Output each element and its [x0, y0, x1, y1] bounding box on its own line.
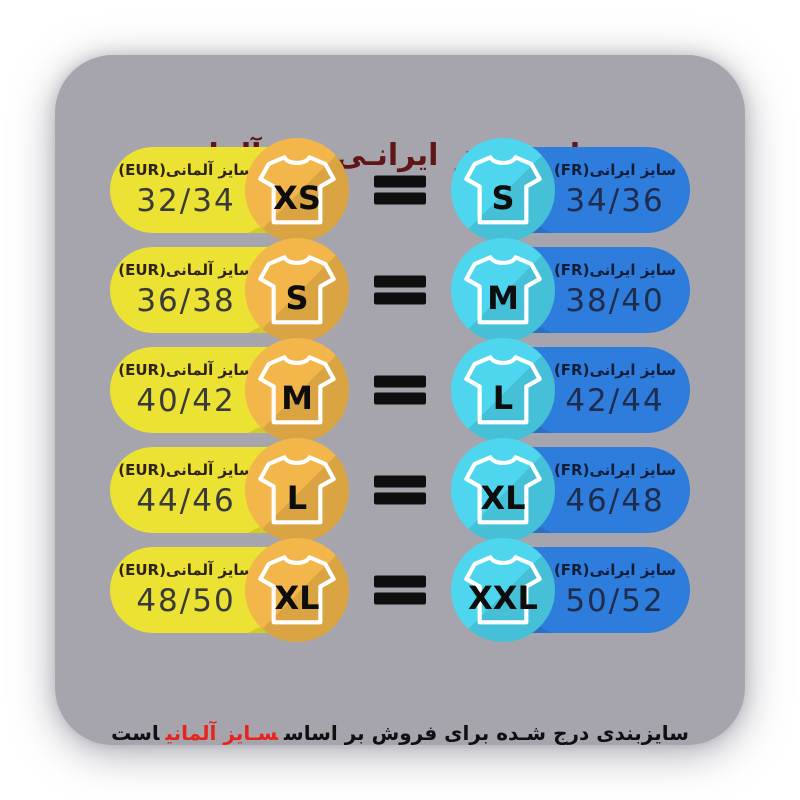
size-row: سایز آلمانی(EUR) 48/50 XL سایز ایرانی(FR…	[0, 538, 800, 642]
size-row: سایز آلمانی(EUR) 40/42 M سایز ایرانی(FR)…	[0, 338, 800, 442]
tshirt-icon	[258, 355, 336, 425]
german-size-text: سایز آلمانی(EUR) 36/38	[116, 247, 256, 333]
tshirt-icon	[258, 455, 336, 525]
tshirt-icon	[464, 255, 542, 325]
iranian-badge-letter: M	[487, 279, 519, 317]
iranian-size-value: 42/44	[565, 383, 665, 419]
iranian-size-label: سایز ایرانی(FR)	[553, 561, 677, 579]
german-badge-letter: L	[286, 479, 308, 517]
size-row: سایز آلمانی(EUR) 36/38 S سایز ایرانی(FR)…	[0, 238, 800, 342]
equals-bar	[374, 292, 426, 305]
footer-text-after: است	[111, 721, 160, 745]
equals-bar	[374, 592, 426, 605]
german-size-value: 48/50	[136, 583, 236, 619]
iranian-size-text: سایز ایرانی(FR) 38/40	[545, 247, 685, 333]
iranian-badge-letter: L	[492, 379, 514, 417]
iranian-badge-circle: XXL	[451, 538, 555, 642]
german-size-value: 36/38	[136, 283, 236, 319]
tshirt-icon	[464, 355, 542, 425]
equals-icon	[374, 371, 426, 410]
german-size-label: سایز آلمانی(EUR)	[118, 161, 254, 179]
iranian-size-value: 34/36	[565, 183, 665, 219]
equals-bar	[374, 492, 426, 505]
german-badge-circle: L	[245, 438, 349, 542]
iranian-size-label: سایز ایرانی(FR)	[553, 461, 677, 479]
equals-bar	[374, 192, 426, 205]
equals-bar	[374, 475, 426, 488]
german-size-label: سایز آلمانی(EUR)	[118, 461, 254, 479]
iranian-size-label: سایز ایرانی(FR)	[553, 361, 677, 379]
tshirt-icon	[464, 455, 542, 525]
size-row: سایز آلمانی(EUR) 32/34 XS سایز ایرانی(FR…	[0, 138, 800, 242]
iranian-size-text: سایز ایرانی(FR) 50/52	[545, 547, 685, 633]
german-badge-circle: XL	[245, 538, 349, 642]
german-size-label: سایز آلمانی(EUR)	[118, 361, 254, 379]
tshirt-icon	[258, 555, 336, 625]
equals-icon	[374, 571, 426, 610]
iranian-size-label: سایز ایرانی(FR)	[553, 261, 677, 279]
german-badge-letter: S	[285, 279, 309, 317]
iranian-size-text: سایز ایرانی(FR) 42/44	[545, 347, 685, 433]
size-rows: سایز آلمانی(EUR) 32/34 XS سایز ایرانی(FR…	[0, 138, 800, 642]
german-size-text: سایز آلمانی(EUR) 48/50	[116, 547, 256, 633]
equals-bar	[374, 375, 426, 388]
tshirt-icon	[464, 555, 542, 625]
iranian-badge-circle: L	[451, 338, 555, 442]
iranian-badge-letter: XL	[480, 479, 526, 517]
german-size-text: سایز آلمانی(EUR) 40/42	[116, 347, 256, 433]
german-size-text: سایز آلمانی(EUR) 44/46	[116, 447, 256, 533]
iranian-size-text: سایز ایرانی(FR) 46/48	[545, 447, 685, 533]
tshirt-icon	[464, 155, 542, 225]
equals-bar	[374, 575, 426, 588]
german-badge-letter: XL	[274, 579, 320, 617]
footer-text-before: سایزبندی درج شـده برای فروش بر اساس	[284, 721, 689, 745]
german-size-value: 44/46	[136, 483, 236, 519]
iranian-badge-circle: XL	[451, 438, 555, 542]
german-size-value: 32/34	[136, 183, 236, 219]
german-size-label: سایز آلمانی(EUR)	[118, 561, 254, 579]
iranian-badge-letter: XXL	[468, 579, 538, 617]
iranian-size-value: 38/40	[565, 283, 665, 319]
german-badge-circle: XS	[245, 138, 349, 242]
size-row: سایز آلمانی(EUR) 44/46 L سایز ایرانی(FR)…	[0, 438, 800, 542]
footer-note: سایزبندی درج شـده برای فروش بر اساسسـایز…	[55, 721, 745, 745]
german-badge-circle: S	[245, 238, 349, 342]
iranian-size-value: 50/52	[565, 583, 665, 619]
iranian-badge-circle: S	[451, 138, 555, 242]
german-badge-letter: XS	[273, 179, 321, 217]
equals-bar	[374, 392, 426, 405]
german-size-value: 40/42	[136, 383, 236, 419]
footer-highlight: سـایز آلمانی	[165, 721, 279, 745]
iranian-size-value: 46/48	[565, 483, 665, 519]
tshirt-icon	[258, 255, 336, 325]
german-size-label: سایز آلمانی(EUR)	[118, 261, 254, 279]
equals-bar	[374, 275, 426, 288]
iranian-size-text: سایز ایرانی(FR) 34/36	[545, 147, 685, 233]
equals-icon	[374, 271, 426, 310]
german-badge-letter: M	[281, 379, 313, 417]
german-badge-circle: M	[245, 338, 349, 442]
equals-icon	[374, 471, 426, 510]
german-size-text: سایز آلمانی(EUR) 32/34	[116, 147, 256, 233]
tshirt-icon	[258, 155, 336, 225]
iranian-size-label: سایز ایرانی(FR)	[553, 161, 677, 179]
equals-icon	[374, 171, 426, 210]
iranian-badge-letter: S	[491, 179, 515, 217]
equals-bar	[374, 175, 426, 188]
iranian-badge-circle: M	[451, 238, 555, 342]
